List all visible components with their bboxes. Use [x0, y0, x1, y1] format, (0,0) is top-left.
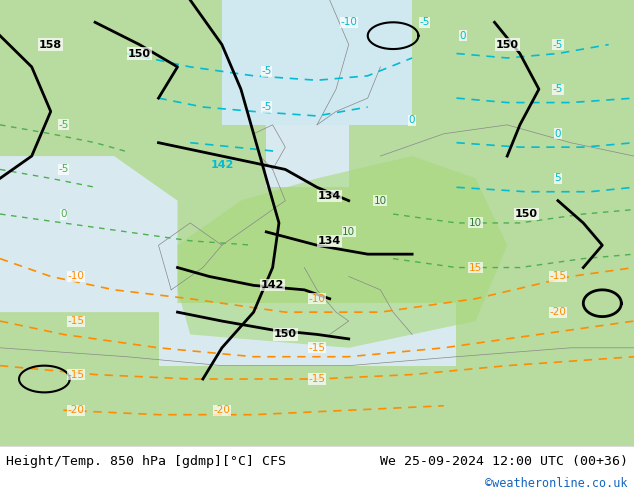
Text: 15: 15 — [469, 263, 482, 272]
Text: 142: 142 — [261, 280, 284, 291]
Text: 150: 150 — [496, 40, 519, 49]
Text: -15: -15 — [309, 374, 325, 384]
Text: -10: -10 — [340, 17, 357, 27]
Text: -15: -15 — [68, 369, 84, 380]
Text: 0: 0 — [460, 31, 466, 41]
Text: -5: -5 — [420, 17, 430, 27]
Text: 150: 150 — [274, 329, 297, 340]
Text: 10: 10 — [469, 218, 482, 228]
Text: 150: 150 — [515, 209, 538, 219]
Text: -5: -5 — [553, 84, 563, 94]
Polygon shape — [0, 156, 178, 312]
Text: -15: -15 — [309, 343, 325, 353]
Text: -5: -5 — [553, 40, 563, 49]
Text: -5: -5 — [58, 165, 68, 174]
Text: 150: 150 — [128, 49, 151, 58]
Text: ©weatheronline.co.uk: ©weatheronline.co.uk — [485, 477, 628, 490]
Text: 134: 134 — [318, 236, 341, 246]
Text: -10: -10 — [68, 271, 84, 281]
Text: -20: -20 — [550, 307, 566, 317]
Text: -5: -5 — [58, 120, 68, 130]
Text: 158: 158 — [39, 40, 62, 49]
Text: 0: 0 — [60, 209, 67, 219]
Polygon shape — [222, 0, 412, 125]
Text: We 25-09-2024 12:00 UTC (00+36): We 25-09-2024 12:00 UTC (00+36) — [380, 455, 628, 468]
Text: 5: 5 — [555, 173, 561, 183]
Text: -5: -5 — [261, 66, 271, 76]
Text: 134: 134 — [318, 191, 341, 201]
Text: 10: 10 — [342, 227, 355, 237]
Text: -20: -20 — [68, 405, 84, 415]
Text: 0: 0 — [409, 115, 415, 125]
Polygon shape — [266, 125, 349, 187]
Polygon shape — [178, 156, 507, 348]
Polygon shape — [158, 303, 456, 366]
Text: 142: 142 — [210, 160, 233, 170]
Text: 10: 10 — [374, 196, 387, 206]
Text: Height/Temp. 850 hPa [gdmp][°C] CFS: Height/Temp. 850 hPa [gdmp][°C] CFS — [6, 455, 287, 468]
Text: 0: 0 — [555, 129, 561, 139]
Text: -15: -15 — [68, 316, 84, 326]
Text: -15: -15 — [550, 271, 566, 281]
Text: -10: -10 — [309, 294, 325, 304]
Polygon shape — [0, 0, 634, 446]
Text: -5: -5 — [261, 102, 271, 112]
Text: -20: -20 — [214, 405, 230, 415]
